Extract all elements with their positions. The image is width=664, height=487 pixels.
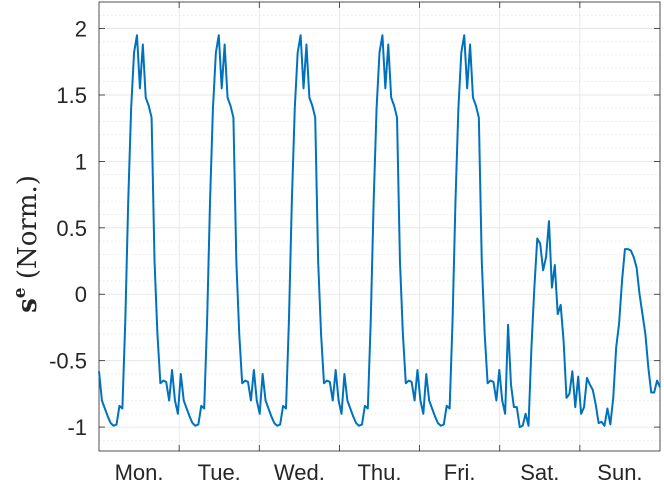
y-axis-label: se (Norm.) bbox=[10, 175, 43, 313]
y-axis-ticks: -1 -0.5 0 0.5 1 1.5 2 bbox=[49, 17, 660, 440]
series-line bbox=[98, 34, 661, 429]
x-tick-label: Wed. bbox=[274, 460, 325, 485]
y-tick-label: 0.5 bbox=[56, 216, 87, 241]
y-tick-label: 2 bbox=[75, 17, 87, 42]
x-tick-label: Sat. bbox=[520, 460, 559, 485]
y-tick-label: -1 bbox=[67, 415, 87, 440]
x-tick-label: Tue. bbox=[198, 460, 241, 485]
minor-grid bbox=[99, 1, 660, 441]
major-grid bbox=[99, 2, 660, 451]
x-tick-label: Sun. bbox=[597, 460, 642, 485]
y-tick-label: 0 bbox=[75, 282, 87, 307]
x-tick-label: Thu. bbox=[357, 460, 401, 485]
x-tick-label: Mon. bbox=[115, 460, 164, 485]
y-tick-label: -0.5 bbox=[49, 349, 87, 374]
y-axis-label-rest: (Norm.) bbox=[13, 175, 43, 287]
x-axis-ticks: Mon. Tue. Wed. Thu. Fri. Sat. Sun. bbox=[115, 2, 643, 485]
y-axis-label-superscript: e bbox=[10, 287, 30, 298]
plot-box bbox=[98, 1, 661, 452]
y-tick-label: 1.5 bbox=[56, 83, 87, 108]
y-tick-label: 1 bbox=[75, 149, 87, 174]
plot-area bbox=[99, 2, 660, 451]
y-axis-label-base: s bbox=[13, 298, 43, 313]
x-tick-label: Fri. bbox=[444, 460, 476, 485]
